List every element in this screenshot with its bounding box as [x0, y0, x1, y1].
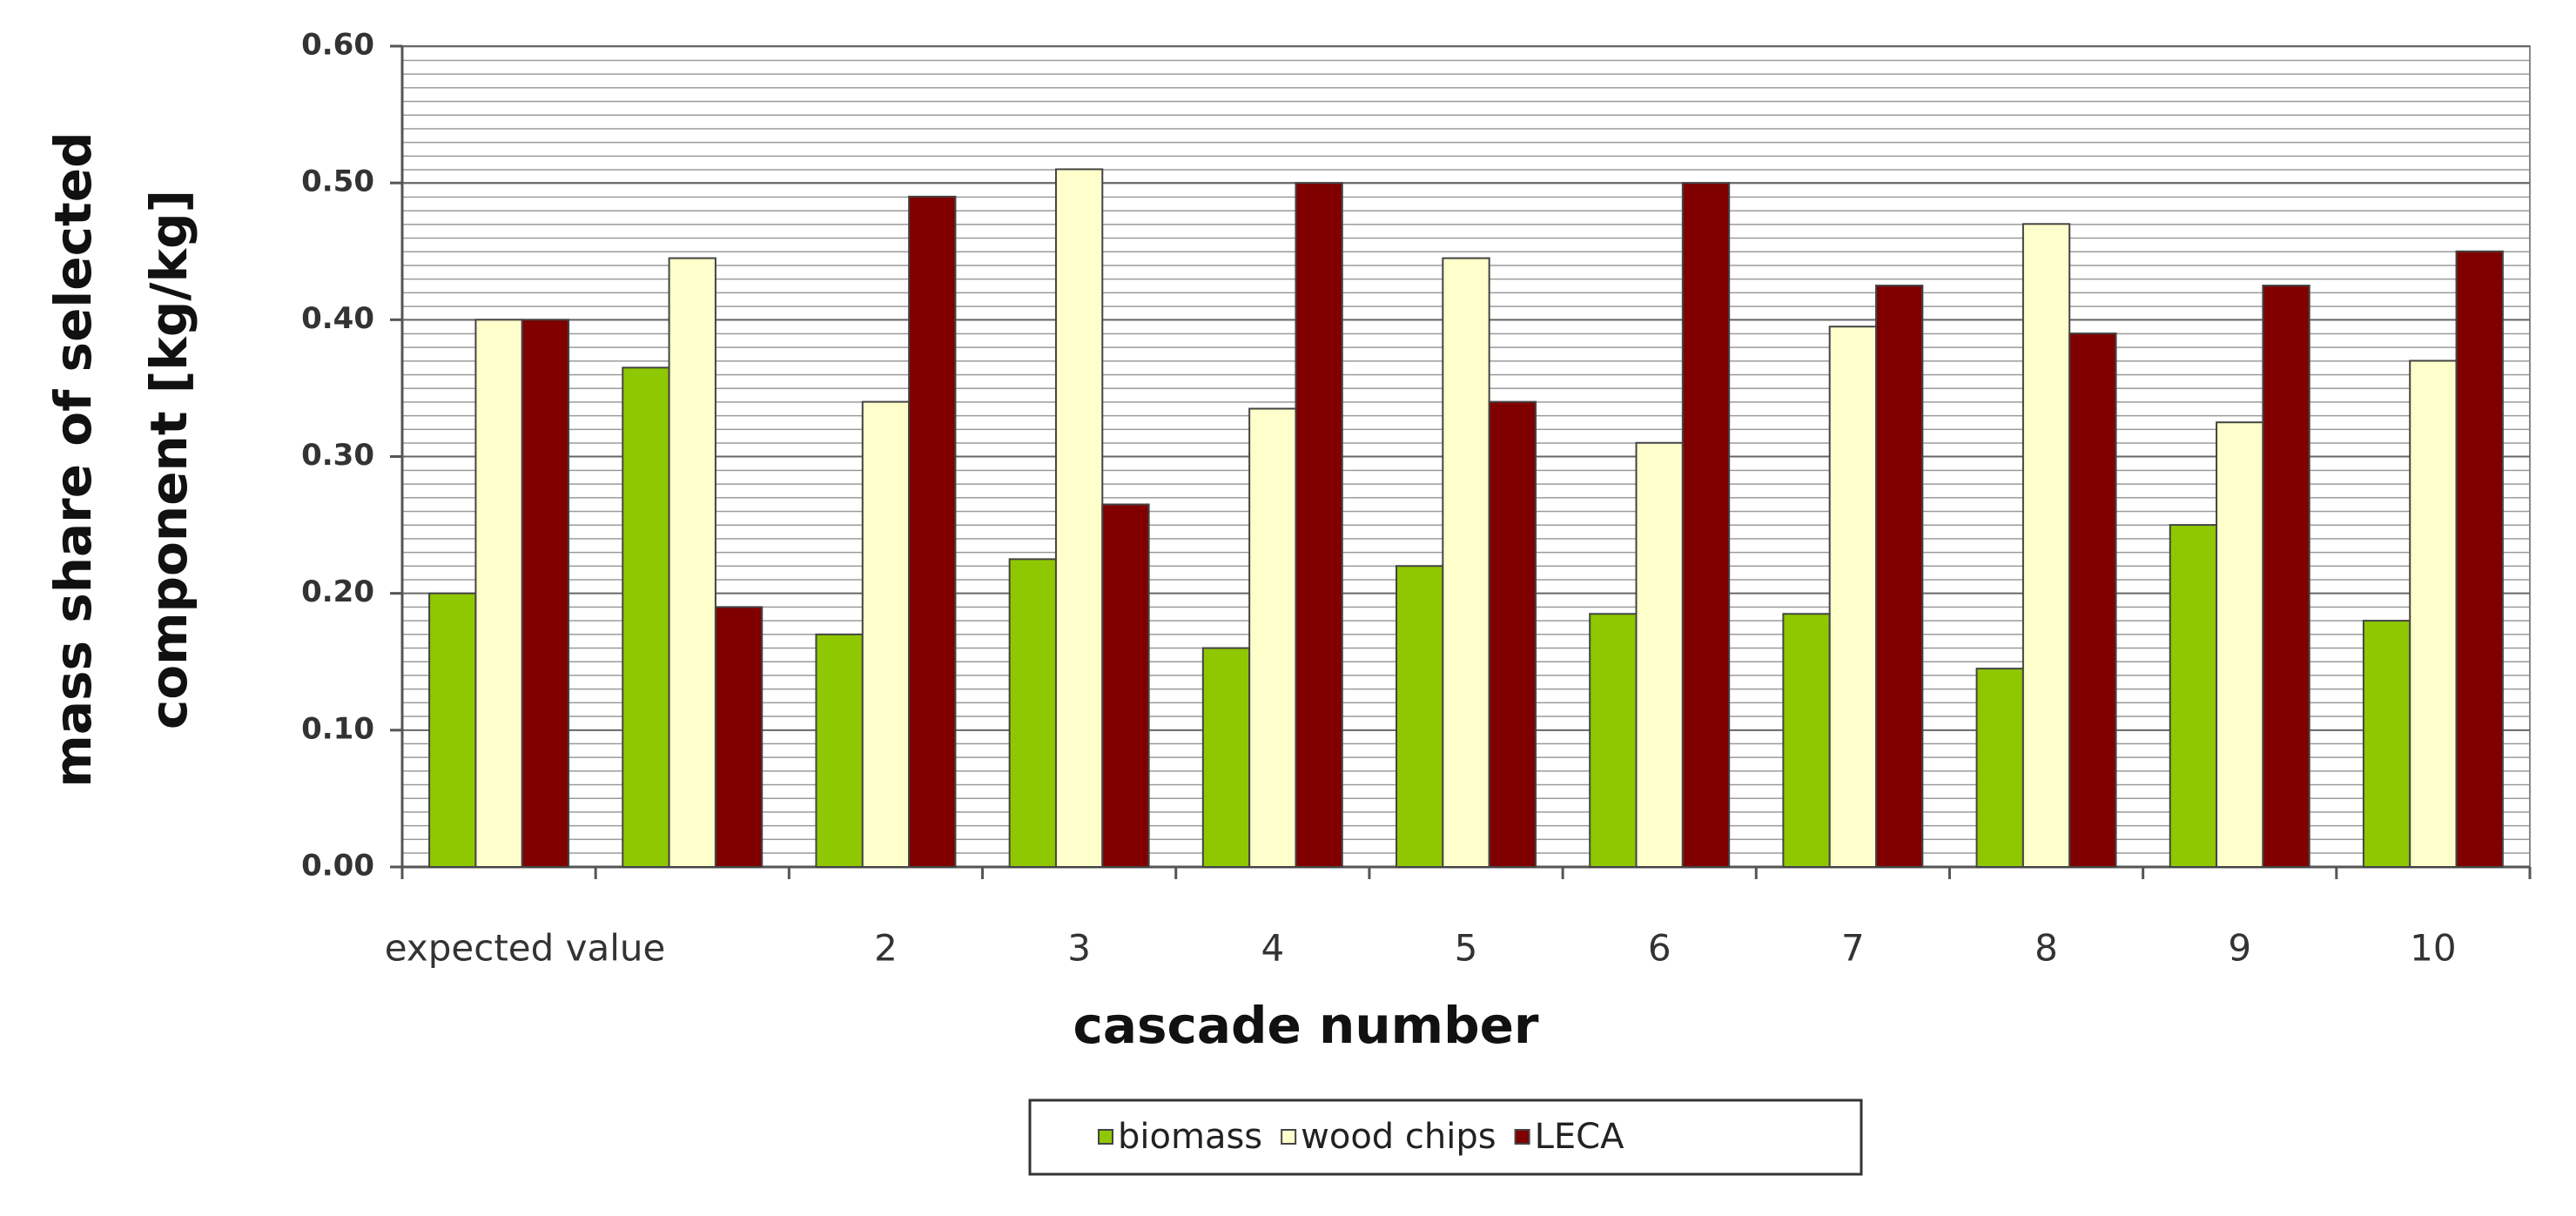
y-tick-label: 0.10 — [301, 711, 374, 746]
y-tick-label: 0.00 — [301, 849, 374, 883]
x-axis-title: cascade number — [1073, 996, 1538, 1055]
y-tick-label: 0.30 — [301, 438, 374, 473]
bar — [1248, 407, 1297, 869]
x-tick-label: 5 — [1455, 927, 1478, 970]
legend — [1028, 1098, 1863, 1176]
bar — [521, 319, 570, 869]
bar — [2409, 359, 2458, 868]
bar — [1782, 613, 1831, 868]
y-tick-label: 0.50 — [301, 165, 374, 199]
bar — [714, 606, 763, 869]
bar — [668, 257, 716, 868]
bar — [1054, 168, 1104, 868]
bar — [1008, 558, 1057, 868]
x-tick-label: 7 — [1841, 927, 1865, 970]
bar — [2362, 620, 2411, 868]
bar — [1589, 613, 1638, 868]
bar — [622, 366, 670, 868]
x-tick-label: 4 — [1261, 927, 1284, 970]
y-axis-title: component [kg/kg] — [139, 190, 198, 729]
bar — [1201, 647, 1251, 868]
bar — [1975, 668, 2024, 868]
y-axis-title: mass share of selected — [44, 131, 103, 787]
bar — [2169, 524, 2218, 868]
legend-swatch — [1281, 1129, 1297, 1145]
y-tick-label: 0.40 — [301, 301, 374, 336]
bar — [1635, 441, 1684, 868]
bar — [2262, 285, 2310, 868]
y-tick-label: 0.20 — [301, 574, 374, 609]
bar — [1101, 503, 1150, 869]
bar — [2068, 333, 2117, 868]
bar — [474, 319, 523, 869]
bar — [428, 592, 477, 869]
y-tick-label: 0.60 — [301, 28, 374, 63]
bar — [1875, 285, 1924, 868]
bar — [815, 633, 864, 868]
x-tick-label: 8 — [2035, 927, 2058, 970]
bar — [861, 400, 911, 868]
x-tick-label: 10 — [2410, 927, 2456, 970]
bar — [1295, 182, 1343, 868]
legend-label: LECA — [1535, 1117, 1624, 1157]
legend-swatch — [1514, 1129, 1530, 1145]
bar — [2216, 421, 2264, 868]
x-tick-label: 3 — [1067, 927, 1091, 970]
legend-swatch — [1098, 1129, 1113, 1145]
x-tick-label: 2 — [874, 927, 898, 970]
legend-label: biomass — [1118, 1117, 1262, 1157]
bar — [908, 195, 957, 868]
bar — [1396, 565, 1444, 868]
x-tick-label: 6 — [1648, 927, 1671, 970]
bar — [1681, 182, 1731, 868]
x-tick-label: 9 — [2228, 927, 2251, 970]
legend-label: wood chips — [1301, 1117, 1496, 1157]
bar — [2455, 250, 2504, 868]
bar — [1442, 257, 1490, 868]
bar — [1828, 326, 1878, 869]
bar — [1488, 400, 1537, 868]
bar — [2021, 223, 2071, 869]
x-tick-label: expected value — [385, 927, 666, 970]
